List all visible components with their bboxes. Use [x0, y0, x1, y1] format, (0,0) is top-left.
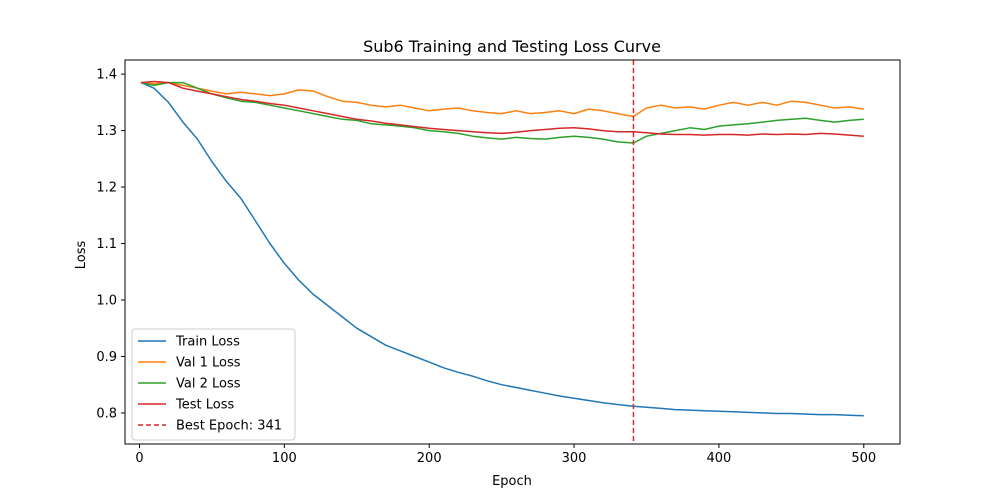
plot-area: 0 100 200 300 400 500 0.8 0.9 1.0 1.1 1.2 1.3 1.4 [96, 59, 901, 466]
series-line-val-1-loss [140, 81, 864, 118]
y-tick-label: 1.0 [96, 294, 117, 309]
x-tick-label: 0 [135, 451, 143, 466]
axes-frame [124, 59, 901, 445]
x-axis-label: Epoch [492, 474, 532, 489]
legend: Train Loss Val 1 Loss Val 2 Loss Test Loss B… [131, 328, 296, 441]
y-tick-label: 0.8 [96, 406, 117, 421]
legend-label-best-epoch-341: Best Epoch: 341 [176, 419, 282, 434]
legend-label-test-loss: Test Loss [175, 398, 234, 413]
legend-label-val-2-loss: Val 2 Loss [176, 377, 241, 392]
y-tick-label: 1.4 [96, 68, 117, 83]
series-line-test-loss [140, 80, 864, 137]
series-line-train-loss [140, 81, 864, 417]
y-tick-label: 1.2 [96, 181, 117, 196]
y-tick-label: 1.3 [96, 124, 117, 139]
x-tick-label: 100 [272, 451, 297, 466]
legend-label-train-loss: Train Loss [175, 335, 240, 350]
x-tick-label: 500 [851, 451, 876, 466]
y-tick-label: 0.9 [96, 350, 117, 365]
legend-box [131, 328, 296, 441]
y-axis-label: Loss [74, 241, 89, 270]
y-tick-label: 1.1 [96, 237, 117, 252]
x-tick-label: 200 [417, 451, 442, 466]
x-tick-label: 300 [562, 451, 587, 466]
chart-title: Sub6 Training and Testing Loss Curve [363, 37, 661, 56]
series-line-val-2-loss [140, 81, 864, 144]
legend-label-val-1-loss: Val 1 Loss [176, 356, 241, 371]
x-tick-label: 400 [707, 451, 732, 466]
